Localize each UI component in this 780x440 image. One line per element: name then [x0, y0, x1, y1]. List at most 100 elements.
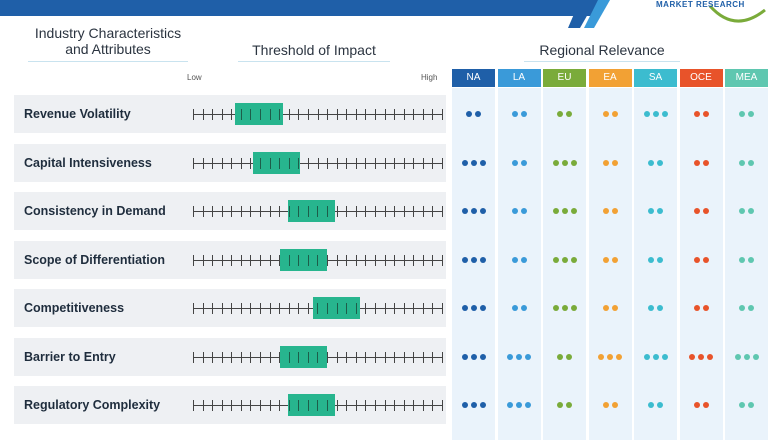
impact-scale-tick: [384, 400, 386, 411]
relevance-dot: [611, 208, 618, 214]
impact-scale-tick: [250, 303, 252, 314]
impact-scale-tick: [394, 400, 396, 411]
region-column-sa: [634, 88, 677, 440]
relevance-dot: [602, 256, 609, 263]
impact-scale-tick: [221, 206, 223, 217]
relevance-dot: [661, 111, 668, 117]
relevance-dot: [598, 353, 604, 360]
relevance-dot: [461, 402, 468, 408]
region-header-eu: EU: [543, 69, 586, 87]
impact-scale-tick: [336, 109, 338, 120]
region-header-na: NA: [452, 69, 495, 87]
relevance-dot: [748, 256, 754, 263]
region-header-ea: EA: [588, 69, 632, 87]
impact-scale-tick: [432, 400, 434, 411]
impact-scale-tick: [260, 400, 262, 411]
impact-scale-tick: [394, 157, 396, 169]
impact-scale-tick: [336, 206, 338, 217]
impact-bar-tick: [279, 157, 281, 169]
impact-scale-tick: [202, 303, 204, 314]
impact-scale-tick: [442, 254, 443, 266]
relevance-dot: [511, 208, 518, 214]
impact-scale-tick: [442, 206, 443, 217]
impact-scale-tick: [422, 206, 424, 217]
relevance-dots-la: [498, 208, 541, 214]
impact-scale-tick: [403, 351, 405, 363]
relevance-dots-la: [498, 402, 541, 408]
relevance-dot: [657, 208, 663, 214]
impact-scale-tick: [279, 303, 281, 314]
impact-scale-tick: [336, 157, 338, 169]
impact-scale-tick: [307, 109, 309, 120]
relevance-dot: [648, 256, 654, 263]
relevance-dots-sa: [634, 402, 677, 408]
impact-scale-tick: [231, 157, 233, 169]
impact-scale-tick: [365, 254, 367, 266]
impact-scale-tick: [221, 254, 223, 266]
impact-scale-tick: [394, 109, 396, 120]
impact-scale-tick: [355, 109, 357, 120]
relevance-dots-na: [452, 353, 495, 360]
impact-scale-tick: [221, 157, 223, 169]
relevance-dots-na: [452, 159, 495, 166]
relevance-dot: [739, 402, 745, 408]
impact-scale-tick: [221, 109, 223, 120]
impact-scale-tick: [432, 303, 434, 314]
impact-bar-tick: [336, 303, 338, 314]
impact-bar-tick: [240, 109, 242, 120]
relevance-dot: [570, 305, 577, 311]
impact-scale-tick: [355, 351, 357, 363]
impact-scale-tick: [193, 351, 194, 363]
impact-bar-tick: [327, 400, 329, 411]
relevance-dot: [739, 111, 745, 117]
impact-scale-tick: [260, 303, 262, 314]
relevance-dot: [557, 402, 563, 408]
impact-scale-tick: [202, 157, 204, 169]
impact-scale-tick: [288, 109, 290, 120]
relevance-dot: [611, 305, 618, 311]
regional-title: Regional Relevance: [539, 42, 665, 58]
relevance-dot: [470, 256, 477, 263]
relevance-dot: [648, 208, 654, 214]
impact-scale-tick: [365, 303, 367, 314]
relevance-dot: [661, 353, 668, 360]
relevance-dot: [657, 402, 663, 408]
relevance-dots-eu: [543, 353, 586, 360]
impact-scale-tick: [384, 351, 386, 363]
relevance-dots-mea: [725, 402, 768, 408]
impact-scale-tick: [384, 109, 386, 120]
impact-scale-tick: [231, 303, 233, 314]
relevance-dot: [657, 256, 663, 263]
relevance-dots-eu: [543, 111, 586, 117]
relevance-dots-na: [452, 402, 495, 408]
logo-text: MARKET RESEARCH: [656, 0, 745, 9]
impact-scale-tick: [317, 109, 319, 120]
relevance-dots-sa: [634, 159, 677, 166]
impact-scale-tick: [384, 206, 386, 217]
relevance-dots-mea: [725, 305, 768, 311]
impact-bar-tick: [317, 303, 319, 314]
relevance-dots-oce: [680, 159, 723, 166]
impact-scale-tick: [221, 351, 223, 363]
impact-bar-tick: [307, 206, 309, 217]
relevance-dot: [702, 256, 709, 263]
impact-scale-tick: [374, 206, 376, 217]
relevance-dot: [561, 305, 568, 311]
relevance-dots-mea: [725, 208, 768, 214]
region-header-la: LA: [497, 69, 541, 87]
impact-scale-tick: [202, 206, 204, 217]
impact-scale-tick: [250, 400, 252, 411]
relevance-dot: [570, 159, 577, 166]
impact-scale-tick: [240, 157, 242, 169]
company-logo: [568, 0, 766, 28]
relevance-dot: [570, 256, 577, 263]
region-header-oce: OCE: [679, 69, 723, 87]
relevance-dot: [461, 305, 468, 311]
relevance-dot: [643, 111, 650, 117]
impact-scale-tick: [212, 157, 214, 169]
impact-scale-tick: [327, 351, 329, 363]
relevance-dot: [734, 353, 741, 360]
impact-scale-tick: [231, 109, 233, 120]
relevance-dots-la: [498, 256, 541, 263]
impact-scale-tick: [212, 400, 214, 411]
